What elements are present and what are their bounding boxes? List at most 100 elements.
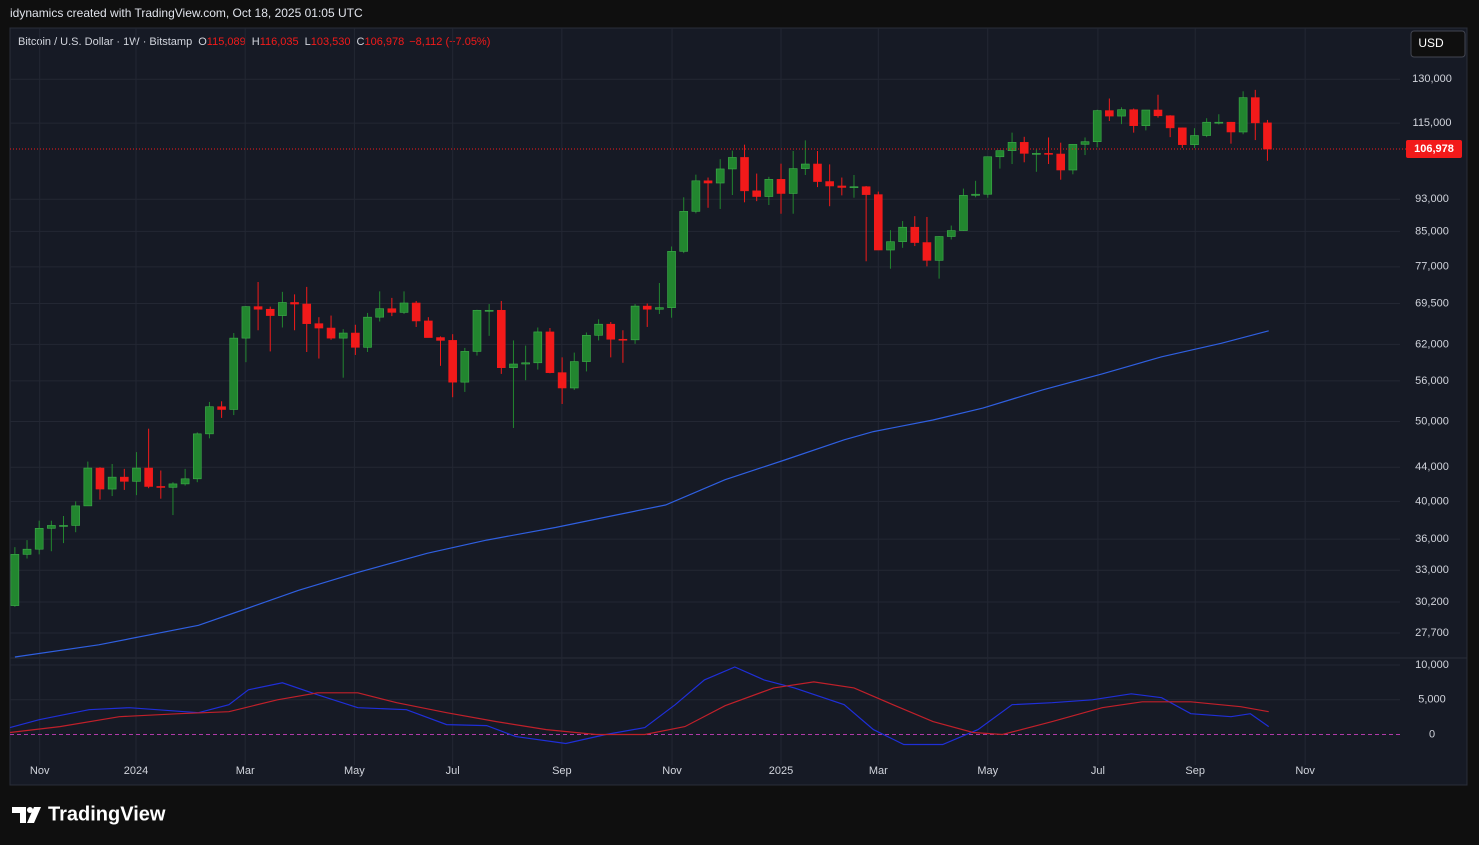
candle-body [1190, 135, 1199, 145]
x-tick-label: Nov [1295, 765, 1315, 777]
candle-body [338, 332, 348, 339]
legend-change: −8,112 (−7.05%) [409, 36, 490, 48]
candle-body [278, 302, 287, 316]
candle-body [764, 179, 774, 197]
y2-tick-label: 0 [1429, 728, 1435, 740]
candle-body [1214, 121, 1224, 124]
candle-body [971, 193, 980, 196]
candle-body [363, 316, 372, 348]
candle-body [1105, 110, 1114, 117]
candle-body [861, 186, 871, 195]
candle-body [788, 168, 798, 194]
candle-body [107, 476, 117, 490]
candle-body [132, 467, 141, 482]
candle-body [120, 476, 129, 482]
candle-body [1068, 144, 1078, 171]
candle-body [1032, 153, 1041, 155]
candle-body [813, 163, 822, 182]
candle-body [1226, 121, 1236, 133]
candle-body [1165, 115, 1175, 129]
candle-body [582, 334, 591, 362]
candle-body [642, 305, 652, 310]
candle-body [1080, 141, 1090, 145]
last-price-box [1406, 140, 1462, 159]
y-tick-label: 130,000 [1412, 73, 1452, 85]
candle-body [1117, 109, 1126, 117]
candle-body [229, 337, 239, 410]
y-tick-label: 85,000 [1415, 225, 1449, 237]
candle-body [83, 467, 93, 507]
candle-body [71, 505, 80, 526]
x-tick-label: Mar [869, 765, 888, 777]
candle-body [22, 548, 32, 555]
candle-body [533, 331, 543, 364]
legend-key: H [252, 36, 260, 48]
legend-value: 103,530 [311, 36, 351, 48]
candle-body [934, 236, 944, 261]
candle-body [1238, 97, 1248, 133]
candle-body [375, 308, 384, 318]
indicator-line [9, 666, 1270, 746]
candle-body [594, 323, 603, 336]
candle-body [168, 483, 178, 488]
legend-key: O [198, 36, 207, 48]
moving-average [14, 330, 1269, 658]
indicator-line [9, 681, 1269, 736]
currency-button[interactable] [1410, 30, 1466, 58]
candle-body [667, 251, 676, 308]
candle-body [606, 323, 616, 340]
candle-body [448, 340, 457, 383]
candle-body [1202, 121, 1211, 136]
candle-body [910, 226, 920, 243]
x-tick-label: May [977, 765, 998, 777]
x-tick-label: Jul [1091, 765, 1105, 777]
candle-body [679, 211, 689, 252]
candle-body [497, 309, 506, 368]
candle-body [995, 150, 1005, 158]
candle-body [922, 242, 932, 261]
y-tick-label: 33,000 [1415, 564, 1449, 576]
candle-body [460, 351, 470, 383]
x-tick-label: Nov [662, 765, 682, 777]
x-tick-label: Sep [1185, 765, 1205, 777]
candle-body [740, 157, 749, 192]
logo-dot [27, 807, 33, 813]
candle-body [1019, 142, 1029, 154]
x-tick-label: 2025 [769, 765, 793, 777]
candle-body [1250, 97, 1260, 124]
x-tick-label: Nov [30, 765, 50, 777]
logo-mark [12, 807, 41, 823]
candle-body [898, 226, 907, 242]
candle-body [265, 308, 275, 316]
legend: Bitcoin / U.S. Dollar · 1W · Bitstamp O11… [18, 36, 490, 48]
candle-body [728, 157, 737, 170]
y-tick-label: 40,000 [1415, 495, 1449, 507]
candle-body [351, 332, 360, 348]
candle-body [946, 230, 956, 237]
candle-body [618, 338, 628, 341]
candle-body [302, 303, 312, 324]
candle-body [776, 179, 786, 194]
candle-body [34, 528, 44, 550]
candle-body [484, 309, 494, 312]
candle-body [1129, 109, 1138, 126]
candle-body [156, 486, 166, 488]
candle-body [1178, 127, 1187, 145]
candle-body [959, 195, 968, 231]
candle-body [192, 433, 202, 480]
y-tick-label: 30,200 [1415, 596, 1449, 608]
candle-body [399, 302, 409, 313]
candle-body [290, 302, 299, 305]
candle-body [655, 307, 664, 310]
x-tick-label: Mar [236, 765, 255, 777]
candle-body [47, 525, 56, 529]
legend-value: 115,089 [207, 36, 246, 48]
legend-key: L [305, 36, 311, 48]
candle-body [180, 478, 190, 485]
candle-body [886, 241, 895, 251]
y-tick-label: 44,000 [1415, 461, 1449, 473]
candle-body [703, 180, 713, 184]
candle-body [691, 180, 701, 212]
candle-body [205, 406, 214, 435]
candle-body [1007, 142, 1017, 151]
